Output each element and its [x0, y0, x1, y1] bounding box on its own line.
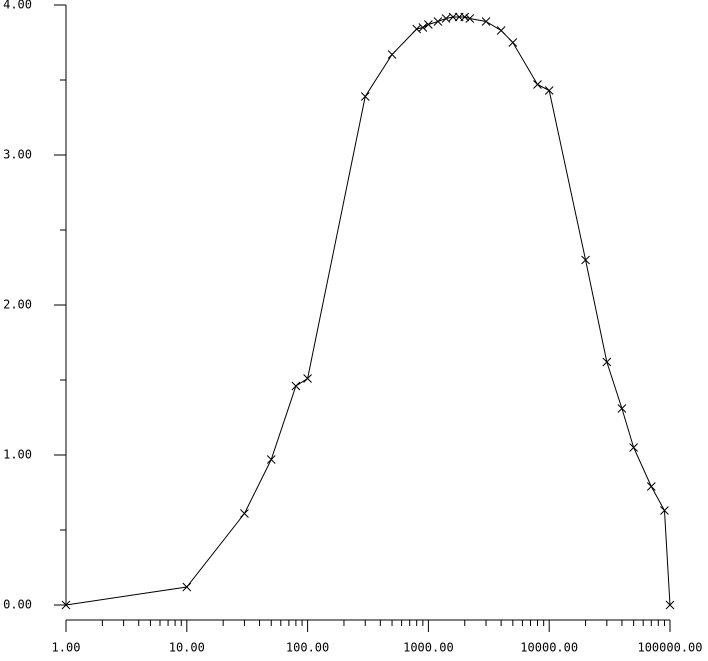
marker [465, 14, 475, 23]
marker [496, 26, 506, 35]
marker [412, 24, 422, 34]
marker [629, 443, 638, 452]
marker [660, 506, 669, 515]
marker [460, 12, 470, 22]
marker [533, 80, 542, 89]
marker [291, 381, 301, 391]
x-tick-label: 100000.00 [637, 641, 702, 655]
marker [360, 92, 370, 101]
y-tick-label: 1.00 [3, 448, 32, 462]
marker [182, 582, 192, 592]
marker [303, 374, 312, 383]
line [65, 16, 671, 606]
marker [418, 23, 428, 32]
marker [441, 14, 451, 23]
marker [508, 38, 518, 47]
y-tick-label: 4.00 [3, 0, 32, 12]
x-tick-label: 100.00 [286, 641, 329, 655]
y-tick-label: 0.00 [3, 598, 32, 612]
marker [646, 482, 656, 491]
marker [448, 12, 458, 22]
marker [481, 17, 491, 26]
x-tick-label: 1000.00 [403, 641, 454, 655]
marker [602, 357, 612, 367]
x-tick-label: 10000.00 [520, 641, 578, 655]
x-tick-label: 1.00 [52, 641, 81, 655]
marker [665, 600, 675, 610]
marker [240, 509, 249, 518]
marker [544, 86, 554, 95]
marker [387, 50, 397, 59]
marker [433, 17, 443, 26]
y-tick-label: 3.00 [3, 148, 32, 162]
marker [61, 600, 71, 610]
marker [617, 404, 627, 413]
marker [266, 455, 276, 464]
marker [424, 20, 433, 29]
x-tick-label: 10.00 [169, 641, 205, 655]
marker [581, 255, 590, 265]
y-tick-label: 2.00 [3, 298, 32, 312]
